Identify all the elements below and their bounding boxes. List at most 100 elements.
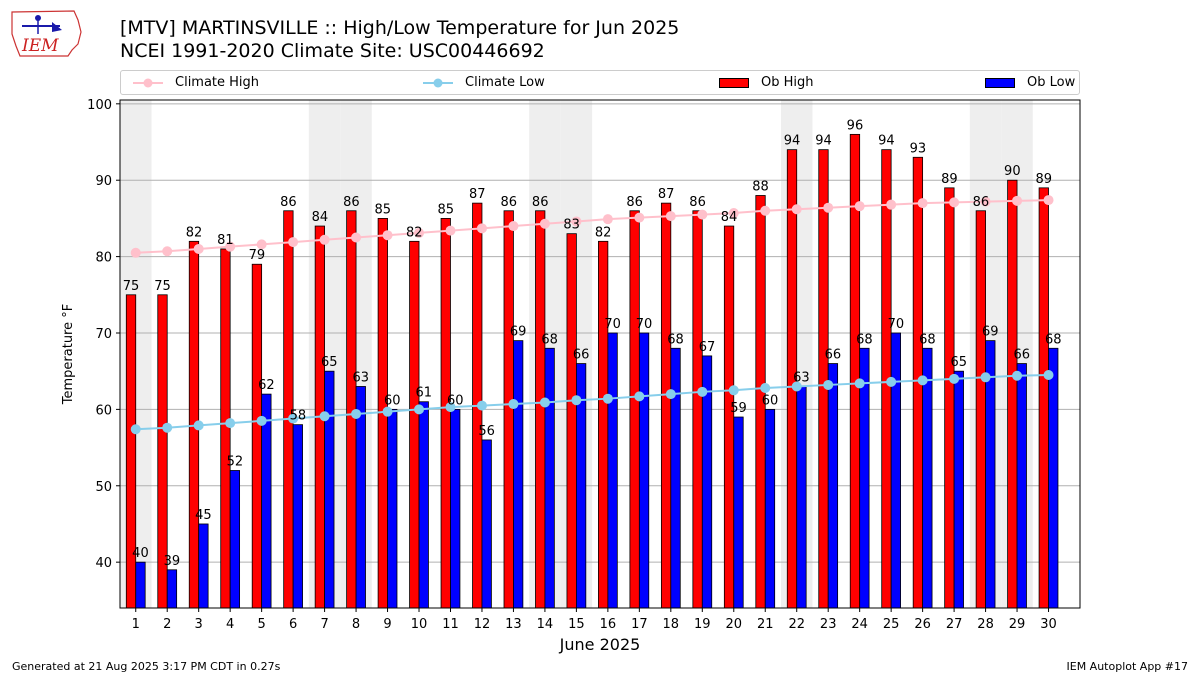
y-tick-label-70: 70 [95,327,112,342]
ob-low-label-day-18: 68 [667,332,684,347]
ob-high-bar-day-27 [944,187,955,609]
ob-high-label-day-28: 86 [973,195,990,210]
climate-low-point-day-15 [571,395,582,406]
legend-ob-high-label: Ob High [761,75,814,90]
legend-climate-low-label: Climate Low [465,75,545,90]
x-tick-label-16: 16 [600,617,617,632]
ob-high-label-day-16: 82 [595,225,612,240]
app-footer: IEM Autoplot App #17 [1066,660,1189,673]
climate-low-point-day-14 [539,397,550,408]
ob-low-bar-day-7 [324,370,335,609]
ob-high-label-day-6: 86 [280,195,297,210]
climate-high-point-day-20 [728,208,739,219]
ob-low-bar-day-20 [733,416,744,609]
climate-high-point-day-2 [162,246,173,257]
legend-climate-high: Climate High [133,71,259,94]
ob-high-bar-day-23 [818,149,829,609]
ob-high-label-day-14: 86 [532,195,549,210]
ob-low-swatch [985,77,1015,88]
ob-low-bar-day-9 [387,408,398,609]
ob-high-bar-day-17 [629,210,640,609]
y-tick-label-50: 50 [95,480,112,495]
x-tick-label-30: 30 [1040,617,1057,632]
ob-high-label-day-22: 94 [784,134,801,149]
x-tick-label-6: 6 [289,617,297,632]
legend-climate-high-label: Climate High [175,75,260,90]
ob-low-bar-day-11 [450,408,461,609]
climate-low-point-day-5 [256,415,267,426]
climate-high-point-day-10 [414,227,425,238]
ob-low-label-day-20: 59 [730,401,747,416]
ob-low-label-day-2: 39 [164,554,181,569]
x-tick-label-23: 23 [820,617,837,632]
climate-high-point-day-28 [980,196,991,207]
x-tick-label-22: 22 [788,617,805,632]
ob-low-bar-day-16 [607,332,618,609]
x-tick-label-26: 26 [914,617,931,632]
climate-low-line [135,374,1049,431]
climate-high-point-day-23 [823,202,834,213]
x-tick-label-27: 27 [946,617,963,632]
climate-low-point-day-2 [162,422,173,433]
x-tick-label-24: 24 [851,617,868,632]
ob-low-label-day-9: 60 [384,393,401,408]
ob-low-bar-day-12 [481,439,492,609]
ob-high-label-day-8: 86 [343,195,360,210]
climate-low-point-day-16 [602,393,613,404]
ob-low-label-day-6: 58 [290,409,307,424]
x-tick-label-21: 21 [757,617,774,632]
ob-low-bar-day-14 [544,347,555,609]
ob-high-label-day-24: 96 [847,118,864,133]
ob-low-label-day-23: 66 [825,348,842,363]
climate-high-point-day-5 [256,239,267,250]
ob-high-label-day-27: 89 [941,172,958,187]
plot-frame [119,99,1081,609]
ob-low-label-day-4: 52 [227,454,244,469]
climate-low-point-day-11 [445,402,456,413]
climate-low-point-day-21 [760,382,771,393]
ob-low-bar-day-30 [1048,347,1059,609]
climate-high-point-day-7 [319,234,330,245]
ob-low-label-day-17: 70 [636,317,653,332]
ob-low-bar-day-8 [355,386,366,609]
climate-high-point-day-21 [760,205,771,216]
x-tick-label-28: 28 [977,617,994,632]
ob-high-label-day-12: 87 [469,187,486,202]
ob-high-label-day-5: 79 [249,248,266,263]
climate-high-point-day-27 [949,197,960,208]
y-tick-label-40: 40 [95,556,112,571]
x-axis-label: June 2025 [559,635,641,654]
x-tick-label-4: 4 [226,617,234,632]
x-tick-label-9: 9 [383,617,391,632]
ob-high-label-day-1: 75 [123,279,140,294]
climate-low-point-day-18 [665,389,676,400]
climate-low-point-day-6 [288,413,299,424]
climate-high-point-day-25 [886,199,897,210]
ob-high-swatch [719,77,749,88]
ob-high-label-day-3: 82 [186,225,203,240]
ob-high-bar-day-11 [440,218,451,609]
ob-high-label-day-4: 81 [217,233,234,248]
climate-high-point-day-3 [193,243,204,254]
ob-low-bar-day-13 [513,340,524,609]
ob-low-bar-day-18 [670,347,681,609]
ob-low-bar-day-21 [764,408,776,609]
ob-low-label-day-12: 56 [478,424,495,439]
generated-footer: Generated at 21 Aug 2025 3:17 PM CDT in … [12,660,281,673]
x-tick-label-14: 14 [537,617,554,632]
climate-high-point-day-24 [854,201,865,212]
iem-logo: IEM [11,10,82,57]
ob-high-bar-day-18 [660,202,672,609]
x-tick-label-3: 3 [195,617,203,632]
climate-low-swatch [423,78,453,87]
climate-high-swatch [133,78,163,87]
ob-low-label-day-27: 65 [951,355,968,370]
ob-high-bar-day-19 [692,210,703,609]
climate-high-point-day-4 [225,241,236,252]
ob-high-label-day-2: 75 [154,279,171,294]
ob-high-label-day-26: 93 [910,141,927,156]
x-tick-label-29: 29 [1009,617,1026,632]
ob-low-bar-day-23 [827,363,839,609]
legend-ob-low: Ob Low [985,71,1075,94]
x-tick-label-1: 1 [132,617,140,632]
